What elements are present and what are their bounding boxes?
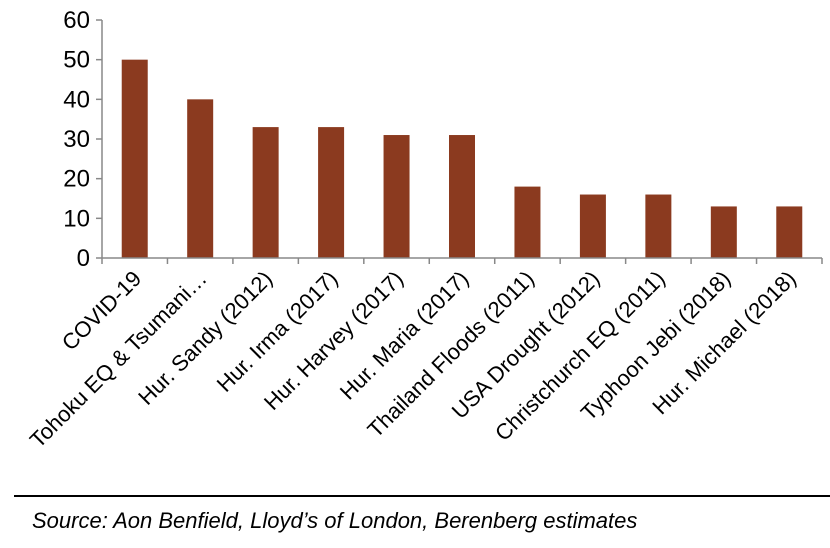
bar bbox=[252, 127, 279, 258]
bar bbox=[710, 206, 737, 258]
bar bbox=[645, 194, 672, 258]
y-tick-label: 20 bbox=[63, 166, 90, 193]
divider-rule bbox=[14, 495, 830, 497]
y-tick-label: 0 bbox=[77, 245, 90, 272]
bar bbox=[187, 99, 214, 258]
bar bbox=[121, 59, 148, 258]
source-note: Source: Aon Benfield, Lloyd’s of London,… bbox=[32, 508, 638, 533]
y-tick-label: 60 bbox=[63, 7, 90, 34]
y-axis: 0 10 20 30 40 50 60 bbox=[63, 7, 103, 272]
x-category-label: Hur. Irma (2017) bbox=[212, 266, 343, 397]
bar bbox=[318, 127, 345, 258]
bar bbox=[514, 186, 541, 258]
bar bbox=[579, 194, 606, 258]
y-tick-label: 50 bbox=[63, 47, 90, 74]
bar bbox=[776, 206, 803, 258]
bars bbox=[121, 59, 803, 258]
bar bbox=[383, 135, 410, 258]
y-tick-label: 40 bbox=[63, 86, 90, 113]
y-tick-label: 30 bbox=[63, 126, 90, 153]
bar bbox=[449, 135, 475, 258]
y-tick-label: 10 bbox=[63, 205, 90, 232]
